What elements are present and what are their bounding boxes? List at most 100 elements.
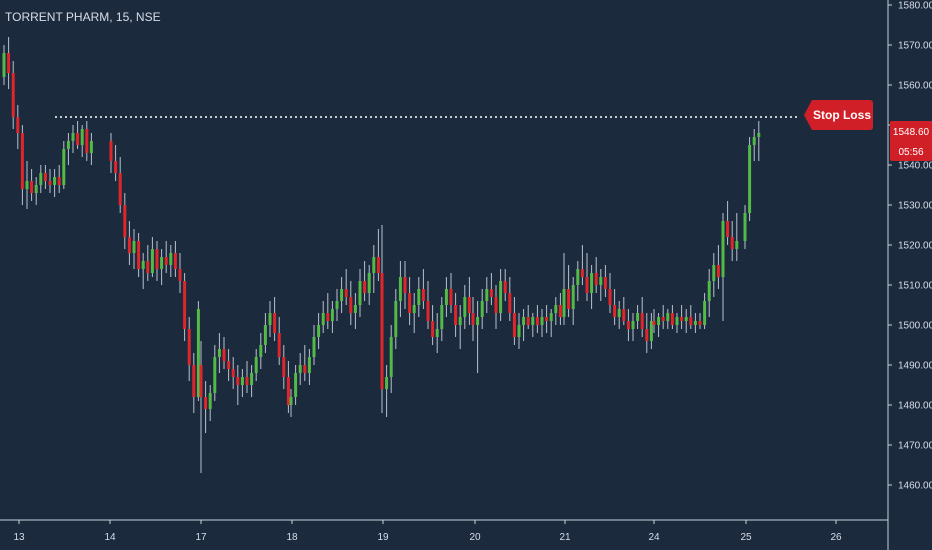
candle (187, 317, 191, 381)
candle-body (721, 221, 725, 277)
candle (380, 225, 384, 413)
candle-body (326, 313, 330, 321)
price-axis[interactable]: 1460.00 1470.00 1480.00 1490.00 1500.00 1510.… (887, 0, 932, 550)
candle-body (489, 289, 493, 297)
candle-body (183, 281, 187, 329)
candle (622, 297, 626, 325)
candle-body (748, 145, 752, 213)
candle-body (626, 321, 630, 329)
candle-body (426, 301, 430, 321)
candle-body (512, 313, 516, 337)
candle-body (503, 281, 507, 293)
candle (222, 337, 226, 369)
candle-body (707, 281, 711, 301)
candle (7, 37, 11, 89)
candle (178, 253, 182, 293)
candle-body (11, 73, 15, 117)
candle (743, 205, 747, 249)
candle-body (204, 397, 208, 409)
candle-body (71, 133, 75, 141)
candle-body (716, 265, 720, 277)
time-axis[interactable]: 13 14 17 18 19 20 21 24 25 26 (0, 519, 888, 543)
candle-body (435, 329, 439, 337)
candle-body (631, 321, 635, 329)
candle (227, 349, 231, 381)
candle (431, 305, 435, 345)
candle-body (613, 305, 617, 317)
candle (435, 313, 439, 353)
candle-body (444, 289, 448, 305)
candle (236, 365, 240, 405)
candle (199, 341, 203, 473)
candle (531, 313, 535, 337)
candle-body (372, 257, 376, 273)
candle (30, 169, 34, 201)
candle (196, 301, 200, 401)
candle (277, 317, 281, 365)
candle (645, 313, 649, 353)
candle-body (16, 117, 20, 133)
candle-body (735, 241, 739, 249)
candle-body (358, 281, 362, 305)
candle (613, 289, 617, 325)
candle-body (123, 205, 127, 237)
candle (321, 301, 325, 333)
candle-body (227, 361, 231, 369)
candle (146, 245, 150, 281)
candle-body (567, 289, 571, 309)
candle-body (160, 257, 164, 269)
candle-body (594, 273, 598, 285)
candle-body (303, 365, 307, 373)
candle (289, 389, 293, 417)
candle-body (757, 133, 761, 137)
candle (160, 249, 164, 285)
candle-body (603, 277, 607, 289)
candle-body (20, 133, 24, 189)
candle (183, 273, 187, 341)
candle (376, 229, 380, 281)
candle-body (412, 305, 416, 313)
candle-body (286, 377, 290, 405)
candles-layer (2, 37, 761, 473)
candle (76, 121, 80, 149)
candle (66, 133, 70, 165)
y-tick-label: 1570.00 (898, 41, 932, 52)
candle (499, 269, 503, 321)
candle-body (80, 129, 84, 145)
candle-body (394, 301, 398, 337)
candle-body (178, 269, 182, 281)
candle-body (340, 289, 344, 301)
candle-body (385, 377, 389, 389)
candle-body (39, 173, 43, 185)
candle-body (752, 137, 756, 145)
candle (471, 297, 475, 341)
candle-body (173, 253, 177, 269)
candle (554, 297, 558, 325)
candle-body (485, 289, 489, 301)
candle-body (403, 277, 407, 293)
candle (698, 313, 702, 329)
stop-loss-label[interactable]: Stop Loss (804, 100, 873, 130)
candle-body (344, 289, 348, 297)
candle-body (66, 141, 70, 149)
candle-body (268, 313, 272, 325)
candle-body (463, 297, 467, 317)
stop-loss-text: Stop Loss (813, 108, 871, 122)
candle (599, 269, 603, 301)
candle-body (196, 309, 200, 397)
candle-body (617, 309, 621, 317)
candle (403, 261, 407, 309)
x-tick-label: 14 (104, 532, 116, 543)
candle (426, 281, 430, 329)
candle (268, 301, 272, 337)
candle-body (213, 357, 217, 393)
y-tick-label: 1500.00 (898, 321, 932, 332)
candle (389, 325, 393, 393)
x-tick-label: 25 (740, 532, 752, 543)
candle (721, 213, 725, 321)
candle (558, 293, 562, 325)
y-tick-label: 1530.00 (898, 201, 932, 212)
candle-body (680, 317, 684, 321)
candle-body (150, 249, 154, 273)
candle-body (48, 181, 52, 185)
